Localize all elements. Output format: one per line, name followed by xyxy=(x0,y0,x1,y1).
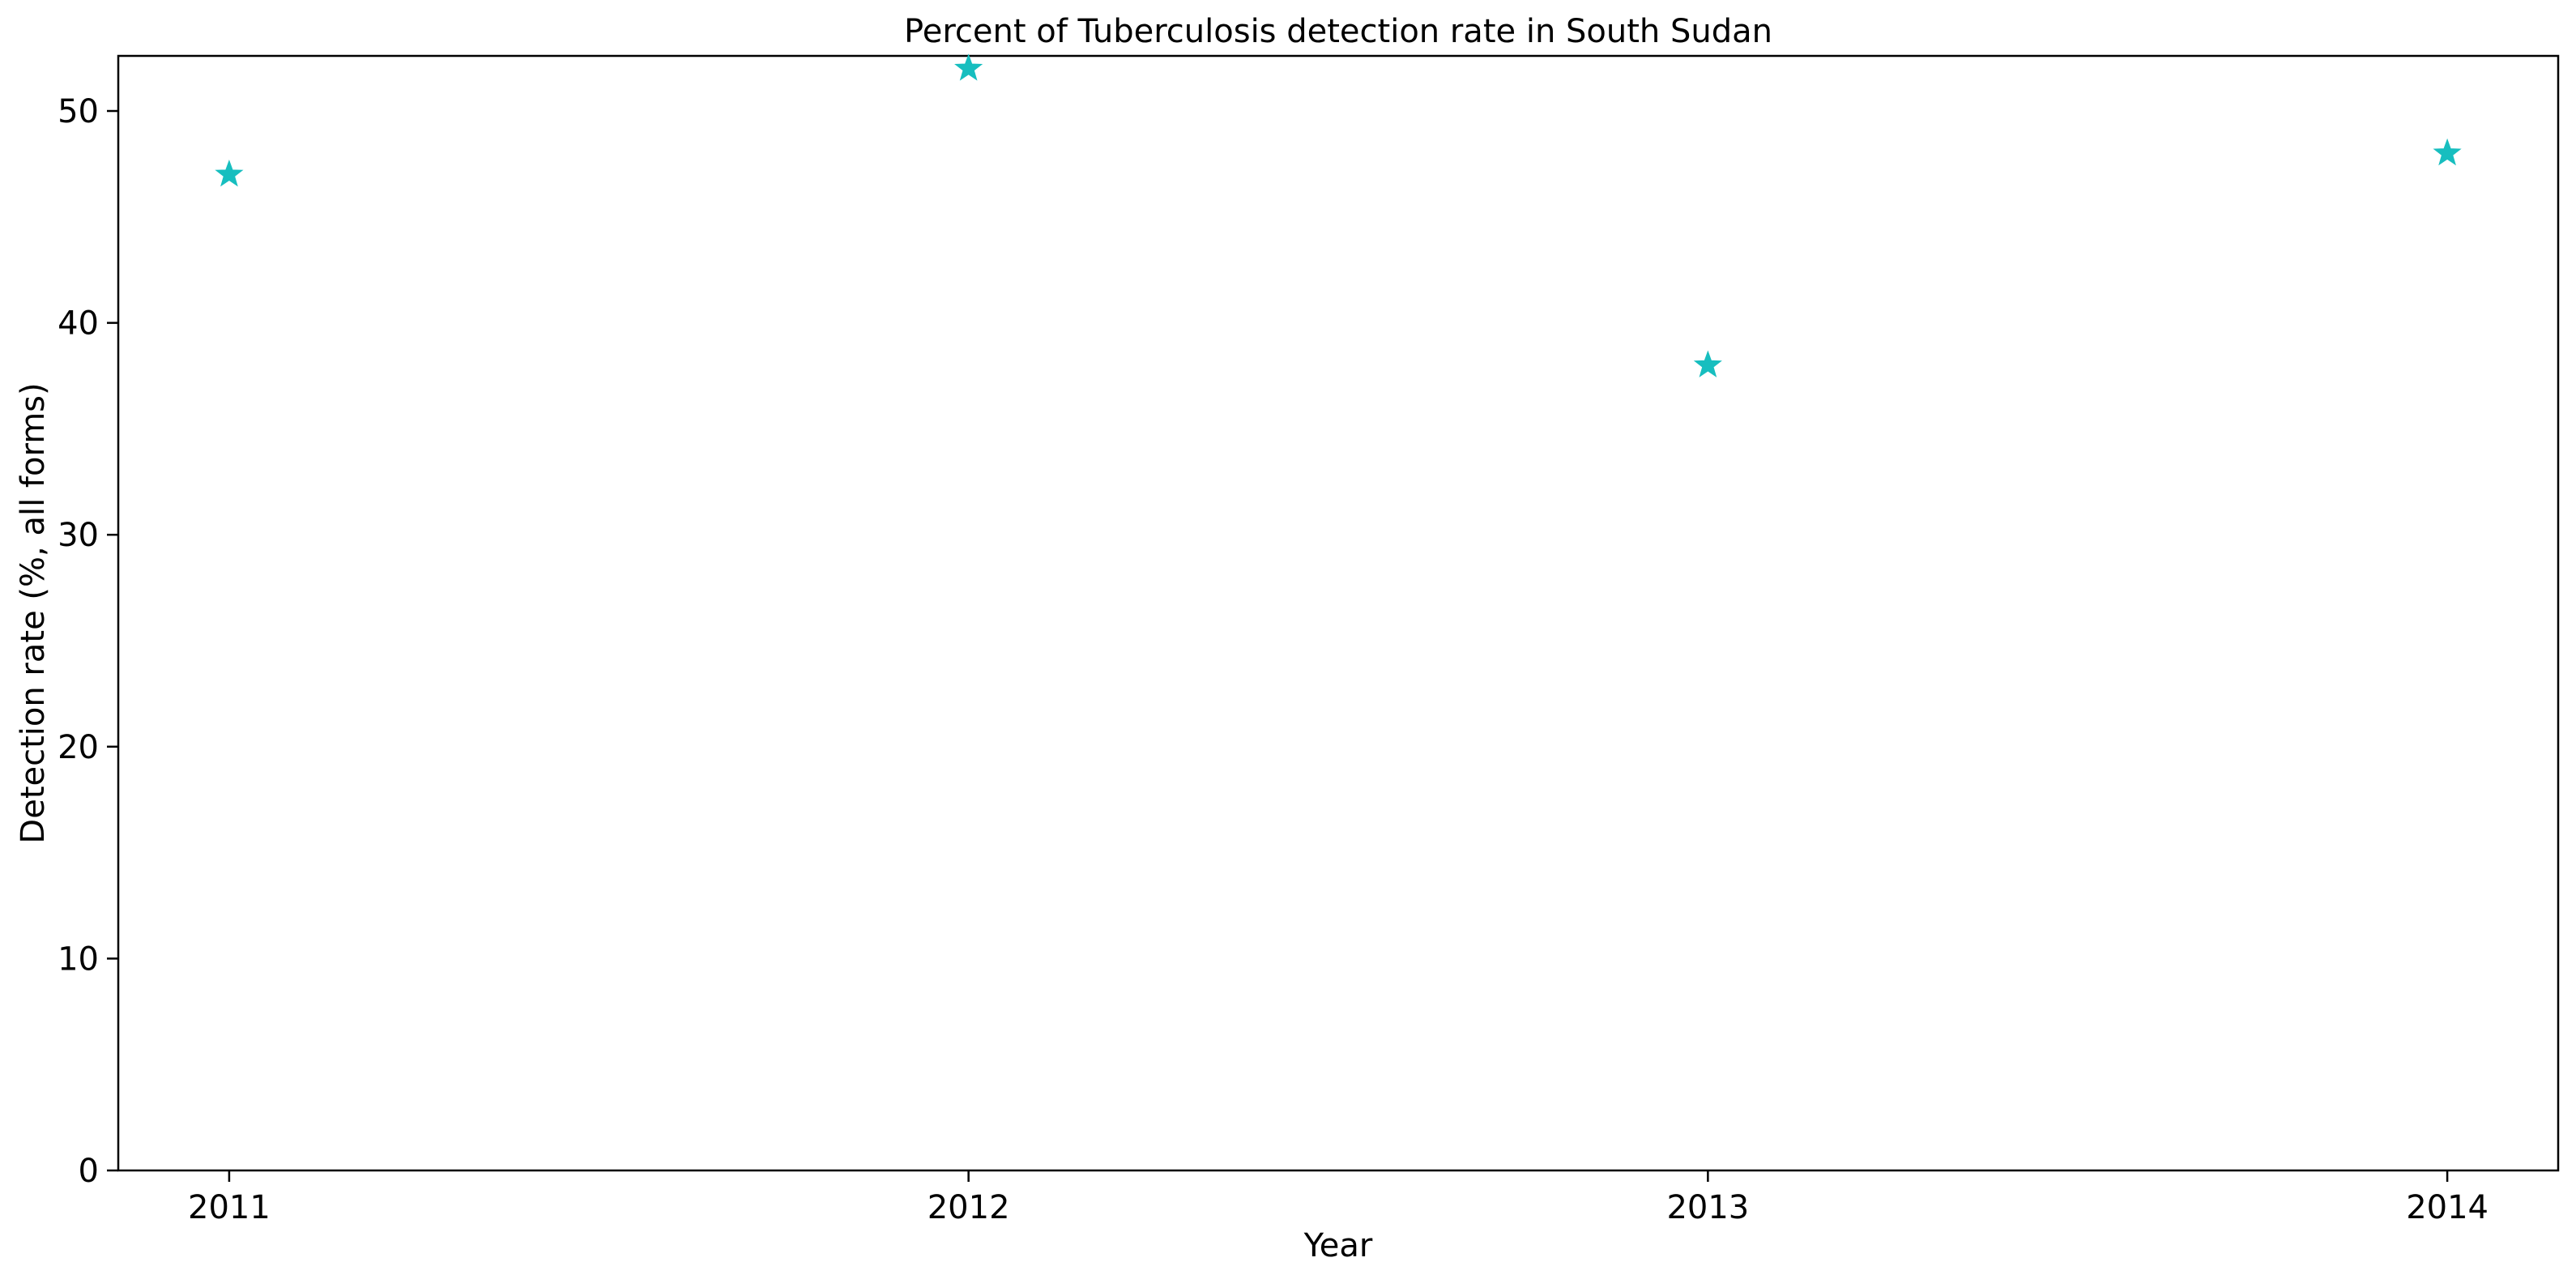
x-tick-label: 2013 xyxy=(1666,1189,1749,1226)
x-tick-label: 2011 xyxy=(188,1189,271,1226)
y-tick-label: 50 xyxy=(58,93,99,130)
y-tick-label: 0 xyxy=(79,1153,99,1190)
plot-frame xyxy=(117,54,2560,1172)
data-point xyxy=(1693,350,1722,377)
y-axis: 0 10 20 30 40 50 xyxy=(58,93,118,1190)
x-axis-label: Year xyxy=(1303,1227,1373,1264)
y-tick-label: 40 xyxy=(58,305,99,343)
chart-title: Percent of Tuberculosis detection rate i… xyxy=(904,13,1772,50)
data-series xyxy=(215,53,2462,377)
data-point xyxy=(2433,138,2462,166)
plot-area: 2011 2012 2013 2014 0 10 20 30 40 50 xyxy=(58,53,2560,1226)
y-tick-label: 30 xyxy=(58,517,99,554)
y-tick-label: 10 xyxy=(58,940,99,978)
y-axis-label: Detection rate (%, all forms) xyxy=(15,382,52,843)
data-point xyxy=(215,160,244,187)
x-tick-label: 2012 xyxy=(928,1189,1010,1226)
data-point xyxy=(954,53,983,81)
x-tick-label: 2014 xyxy=(2406,1189,2489,1226)
y-tick-label: 20 xyxy=(58,729,99,766)
x-axis: 2011 2012 2013 2014 xyxy=(188,1170,2489,1226)
